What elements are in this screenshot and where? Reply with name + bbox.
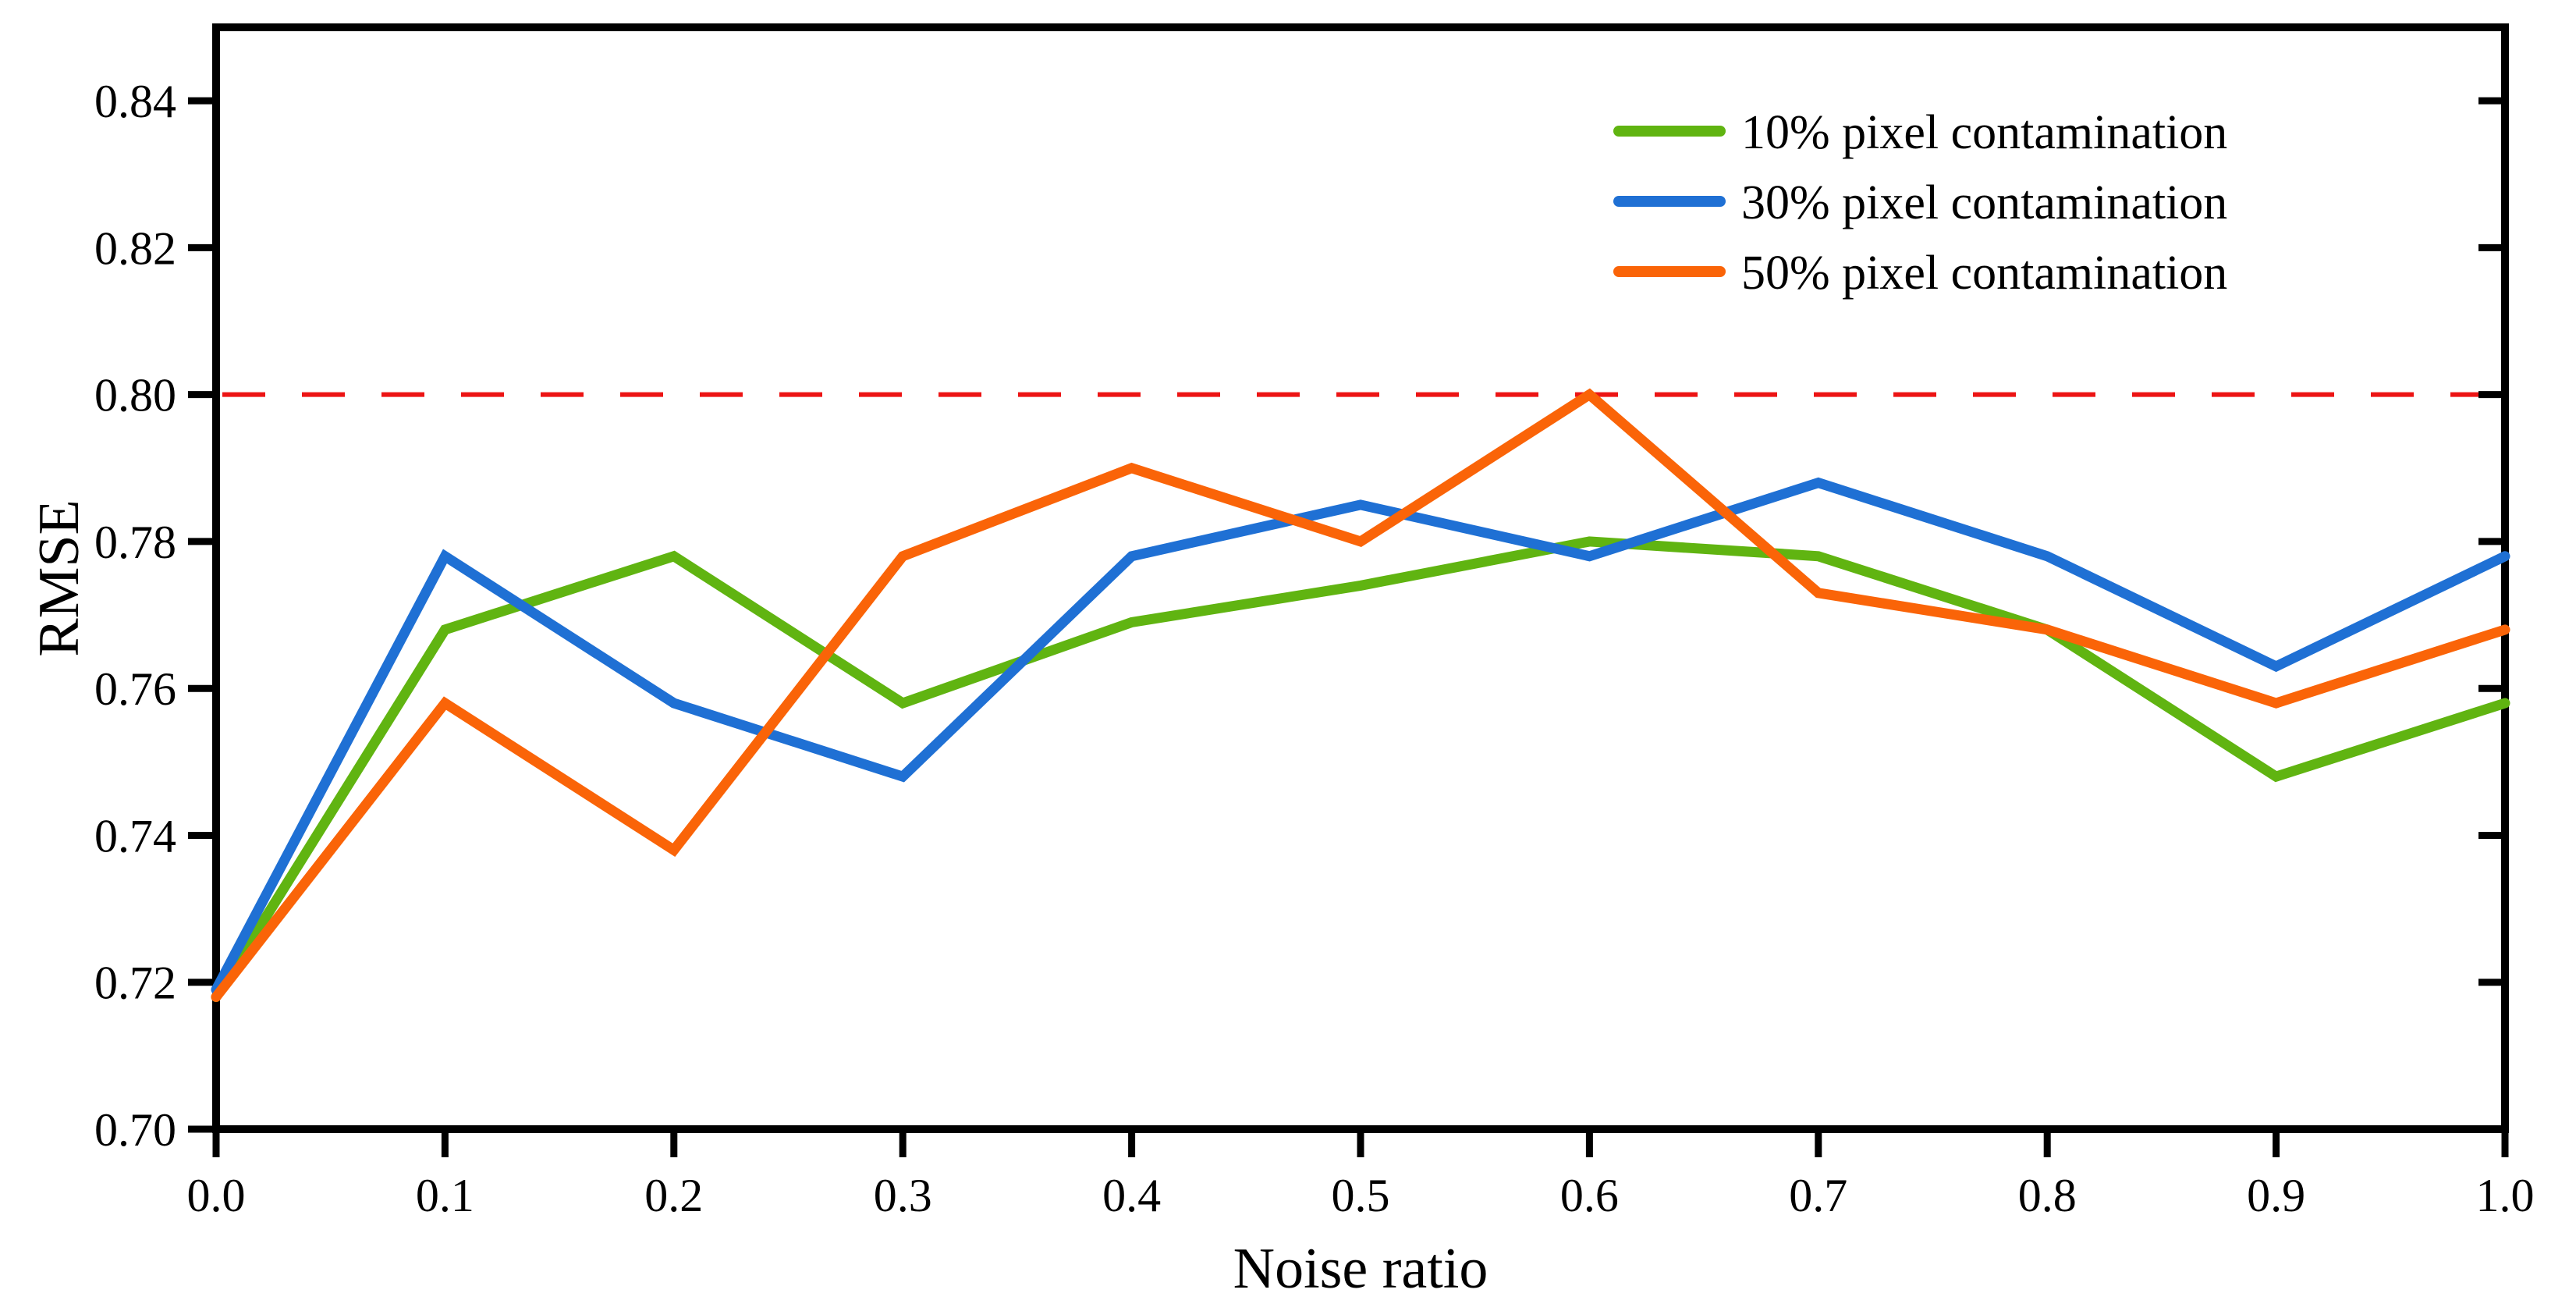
series-line-50-percent [211,388,2510,1003]
legend-label-10-percent: 10% pixel contamination [1741,106,2227,159]
y-axis-tick-label: 0.84 [94,76,176,127]
x-axis-title: Noise ratio [1233,1237,1488,1301]
y-axis-tick-label: 0.74 [94,810,176,862]
series-line-30-percent [211,477,2510,995]
y-axis-tick-label: 0.82 [94,222,176,274]
legend-label-30-percent: 30% pixel contamination [1741,176,2227,229]
x-axis-tick-label: 0.1 [416,1170,474,1221]
y-axis-tick-label: 0.70 [94,1104,176,1156]
y-axis-title: RMSE [27,499,91,657]
y-axis-tick-label: 0.72 [94,957,176,1009]
x-axis-tick-label: 0.0 [187,1170,246,1221]
series-line-10-percent [211,536,2510,1003]
x-axis-tick-label: 0.3 [874,1170,932,1221]
x-axis-tick-label: 0.9 [2247,1170,2305,1221]
x-axis-tick-label: 0.2 [644,1170,703,1221]
y-axis-tick-label: 0.76 [94,663,176,715]
x-axis-tick-label: 1.0 [2476,1170,2535,1221]
x-axis-tick-label: 0.6 [1560,1170,1619,1221]
y-axis-tick-label: 0.80 [94,370,176,421]
y-axis-tick-label: 0.78 [94,517,176,568]
legend-label-50-percent: 50% pixel contamination [1741,247,2227,300]
x-axis-tick-label: 0.7 [1789,1170,1847,1221]
x-axis-tick-label: 0.5 [1332,1170,1390,1221]
x-axis-tick-label: 0.8 [2018,1170,2077,1221]
x-axis-tick-label: 0.4 [1102,1170,1161,1221]
